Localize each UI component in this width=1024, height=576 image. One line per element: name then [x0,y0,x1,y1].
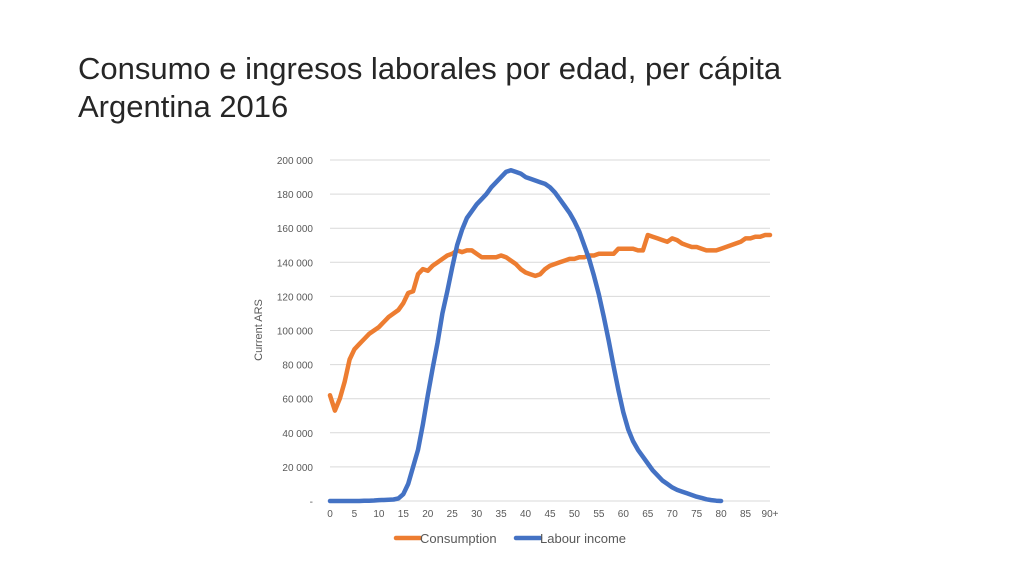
series-lines [327,167,773,504]
y-tick-label: 100 000 [277,327,314,338]
x-tick-label: 85 [740,509,752,520]
y-tick-label: 40 000 [282,429,313,440]
x-tick-label: 90+ [762,509,779,520]
slide-title: Consumo e ingresos laborales por edad, p… [78,50,978,126]
legend-label: Labour income [540,531,626,546]
series-line-consumption [327,232,773,413]
x-tick-label: 10 [373,509,385,520]
x-tick-label: 35 [496,509,508,520]
x-tick-label: 50 [569,509,581,520]
x-tick-label: 15 [398,509,410,520]
x-tick-label: 55 [593,509,605,520]
x-tick-labels: 0 5 10 15 20 25 30 35 40 45 50 55 60 65 70 75 80 85 90+ [327,509,778,520]
x-tick-label: 5 [352,509,358,520]
y-tick-label: 60 000 [282,395,313,406]
y-tick-label: 120 000 [277,292,314,303]
y-tick-label: 20 000 [282,463,313,474]
x-tick-label: 80 [716,509,728,520]
x-tick-label: 75 [691,509,703,520]
legend-label: Consumption [420,531,497,546]
legend: Consumption Labour income [393,531,626,546]
x-tick-label: 30 [471,509,483,520]
y-tick-label: 140 000 [277,258,314,269]
y-tick-label: - [310,497,313,508]
y-axis-title: Current ARS [253,299,265,361]
slide-title-line-2: Argentina 2016 [78,89,289,124]
y-tick-label: 160 000 [277,224,314,235]
x-tick-label: 0 [327,509,333,520]
x-tick-label: 60 [618,509,630,520]
x-tick-label: 70 [667,509,679,520]
series-line-labour-income [327,167,724,504]
x-tick-label: 25 [447,509,459,520]
y-tick-labels: - 20 000 40 000 60 000 80 000 100 000 120 000 1… [277,156,314,508]
y-tick-label: 80 000 [282,361,313,372]
slide-title-line-1: Consumo e ingresos laborales por edad, p… [78,51,782,86]
gridlines [330,159,770,502]
x-tick-label: 40 [520,509,532,520]
x-tick-label: 45 [544,509,556,520]
x-tick-label: 65 [642,509,654,520]
y-tick-label: 200 000 [277,156,314,167]
y-tick-label: 180 000 [277,190,314,201]
x-tick-label: 20 [422,509,434,520]
